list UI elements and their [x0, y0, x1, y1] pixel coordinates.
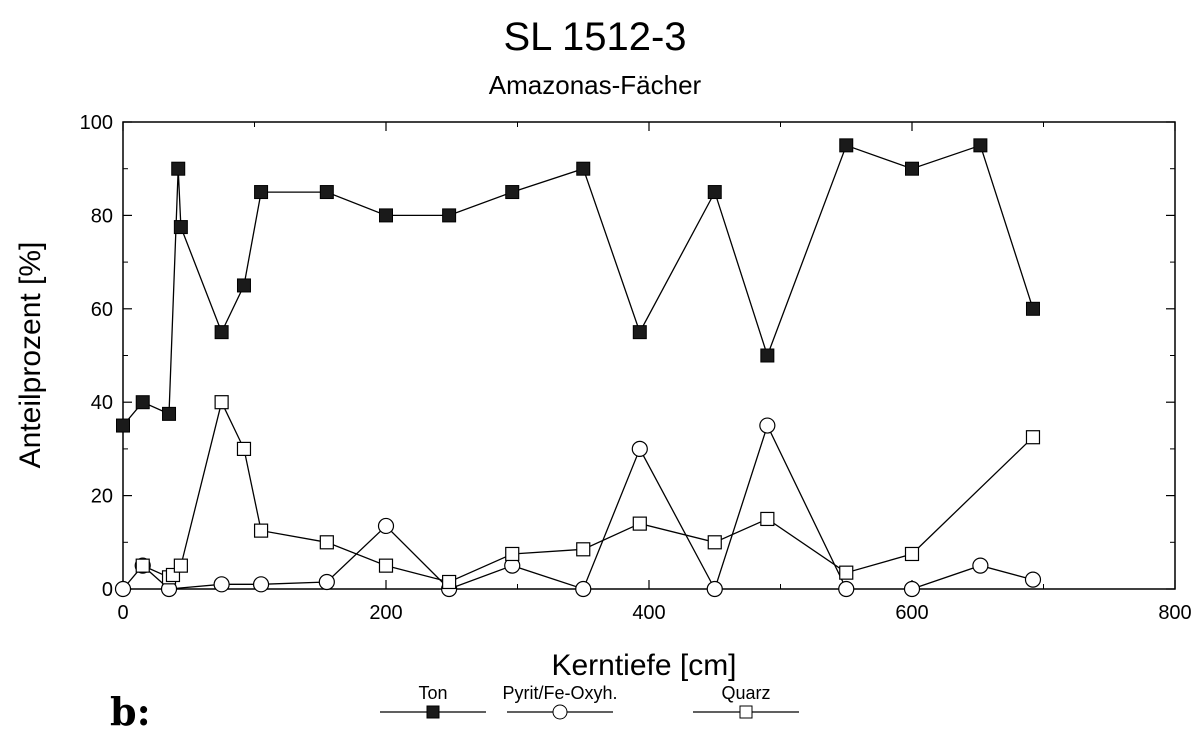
- data-point-ton: [214, 325, 229, 340]
- data-point-ton: [442, 208, 457, 223]
- panel-label: b:: [110, 689, 151, 734]
- data-point-quarz: [378, 558, 394, 573]
- data-point-ton: [760, 348, 775, 363]
- data-point-quarz: [904, 546, 920, 562]
- data-point-pyrit-fe-oxyh: [706, 580, 723, 598]
- data-point-quarz: [214, 395, 229, 410]
- y-tick-label: 100: [80, 112, 113, 134]
- legend-marker-ton: [426, 705, 440, 719]
- data-point-quarz: [760, 511, 775, 527]
- data-point-quarz: [1025, 430, 1041, 445]
- data-point-quarz: [632, 516, 647, 531]
- data-point-ton: [1025, 301, 1040, 316]
- data-point-ton: [135, 395, 150, 410]
- data-point-ton: [171, 161, 186, 176]
- data-point-pyrit-fe-oxyh: [1024, 571, 1042, 588]
- data-point-pyrit-fe-oxyh: [838, 580, 855, 598]
- data-point-ton: [839, 138, 854, 153]
- data-point-ton: [505, 185, 520, 200]
- x-axis-label: Kerntiefe [cm]: [551, 649, 736, 682]
- data-point-pyrit-fe-oxyh: [631, 440, 648, 457]
- chart-subtitle: Amazonas-Fächer: [489, 70, 702, 100]
- data-point-quarz: [236, 441, 252, 456]
- series-layer: [114, 138, 1042, 598]
- data-point-quarz: [505, 546, 520, 562]
- data-point-pyrit-fe-oxyh: [318, 573, 335, 591]
- data-point-ton: [576, 161, 591, 176]
- legend-label-quarz: Quarz: [721, 683, 770, 703]
- data-point-pyrit-fe-oxyh: [213, 576, 230, 593]
- legend-item-quarz: Quarz: [693, 683, 799, 719]
- data-point-quarz: [707, 535, 722, 550]
- y-axis: 0 20 40 60 80 100: [80, 112, 1175, 601]
- x-tick-label: 0: [117, 602, 128, 624]
- y-tick-label: 80: [91, 205, 113, 227]
- data-point-quarz: [135, 558, 150, 573]
- data-point-pyrit-fe-oxyh: [377, 517, 395, 535]
- data-point-quarz: [576, 542, 591, 557]
- data-point-pyrit-fe-oxyh: [903, 580, 921, 598]
- data-point-pyrit-fe-oxyh: [972, 557, 989, 574]
- data-point-ton: [632, 325, 647, 340]
- data-point-pyrit-fe-oxyh: [252, 576, 270, 593]
- data-point-ton: [254, 185, 269, 200]
- data-point-quarz: [319, 535, 334, 550]
- x-axis: 0 200 400 600 800: [117, 122, 1192, 624]
- data-point-ton: [905, 161, 919, 176]
- data-point-ton: [236, 278, 251, 293]
- x-tick-label: 400: [632, 602, 665, 624]
- chart-title: SL 1512-3: [503, 15, 686, 59]
- legend-marker-pyrit: [552, 704, 568, 720]
- data-point-quarz: [173, 558, 188, 573]
- x-tick-label: 600: [895, 602, 928, 624]
- data-point-pyrit-fe-oxyh: [575, 580, 592, 598]
- y-axis-label: Anteilprozent [%]: [14, 242, 47, 469]
- data-point-pyrit-fe-oxyh: [114, 580, 132, 598]
- data-point-ton: [379, 208, 393, 223]
- series-line-ton: [122, 144, 1034, 427]
- data-point-ton: [319, 185, 334, 200]
- legend-label-ton: Ton: [418, 683, 447, 703]
- legend-label-pyrit: Pyrit/Fe-Oxyh.: [502, 683, 617, 703]
- data-point-ton: [707, 185, 722, 200]
- legend-marker-quarz: [739, 705, 753, 719]
- y-tick-label: 20: [91, 486, 113, 508]
- data-point-ton: [162, 406, 177, 421]
- data-point-pyrit-fe-oxyh: [759, 417, 776, 434]
- data-point-ton: [116, 418, 130, 433]
- y-tick-label: 60: [91, 299, 113, 321]
- data-point-ton: [173, 220, 188, 235]
- x-tick-label: 800: [1158, 602, 1191, 624]
- data-point-quarz: [253, 523, 269, 538]
- y-tick-label: 40: [91, 392, 113, 414]
- data-point-quarz: [839, 565, 854, 580]
- legend: Ton Pyrit/Fe-Oxyh. Quarz: [380, 683, 799, 720]
- series-line-pyrit-fe-oxyh: [911, 564, 1034, 590]
- y-tick-label: 0: [102, 579, 113, 601]
- data-point-quarz: [442, 574, 457, 590]
- legend-item-pyrit: Pyrit/Fe-Oxyh.: [502, 683, 618, 720]
- data-point-ton: [973, 138, 988, 153]
- x-tick-label: 200: [369, 602, 402, 624]
- series-line-pyrit-fe-oxyh: [122, 423, 847, 591]
- plot-area: 0 20 40 60 80 100 0 200 400 600 800: [80, 112, 1192, 624]
- legend-item-ton: Ton: [380, 683, 486, 719]
